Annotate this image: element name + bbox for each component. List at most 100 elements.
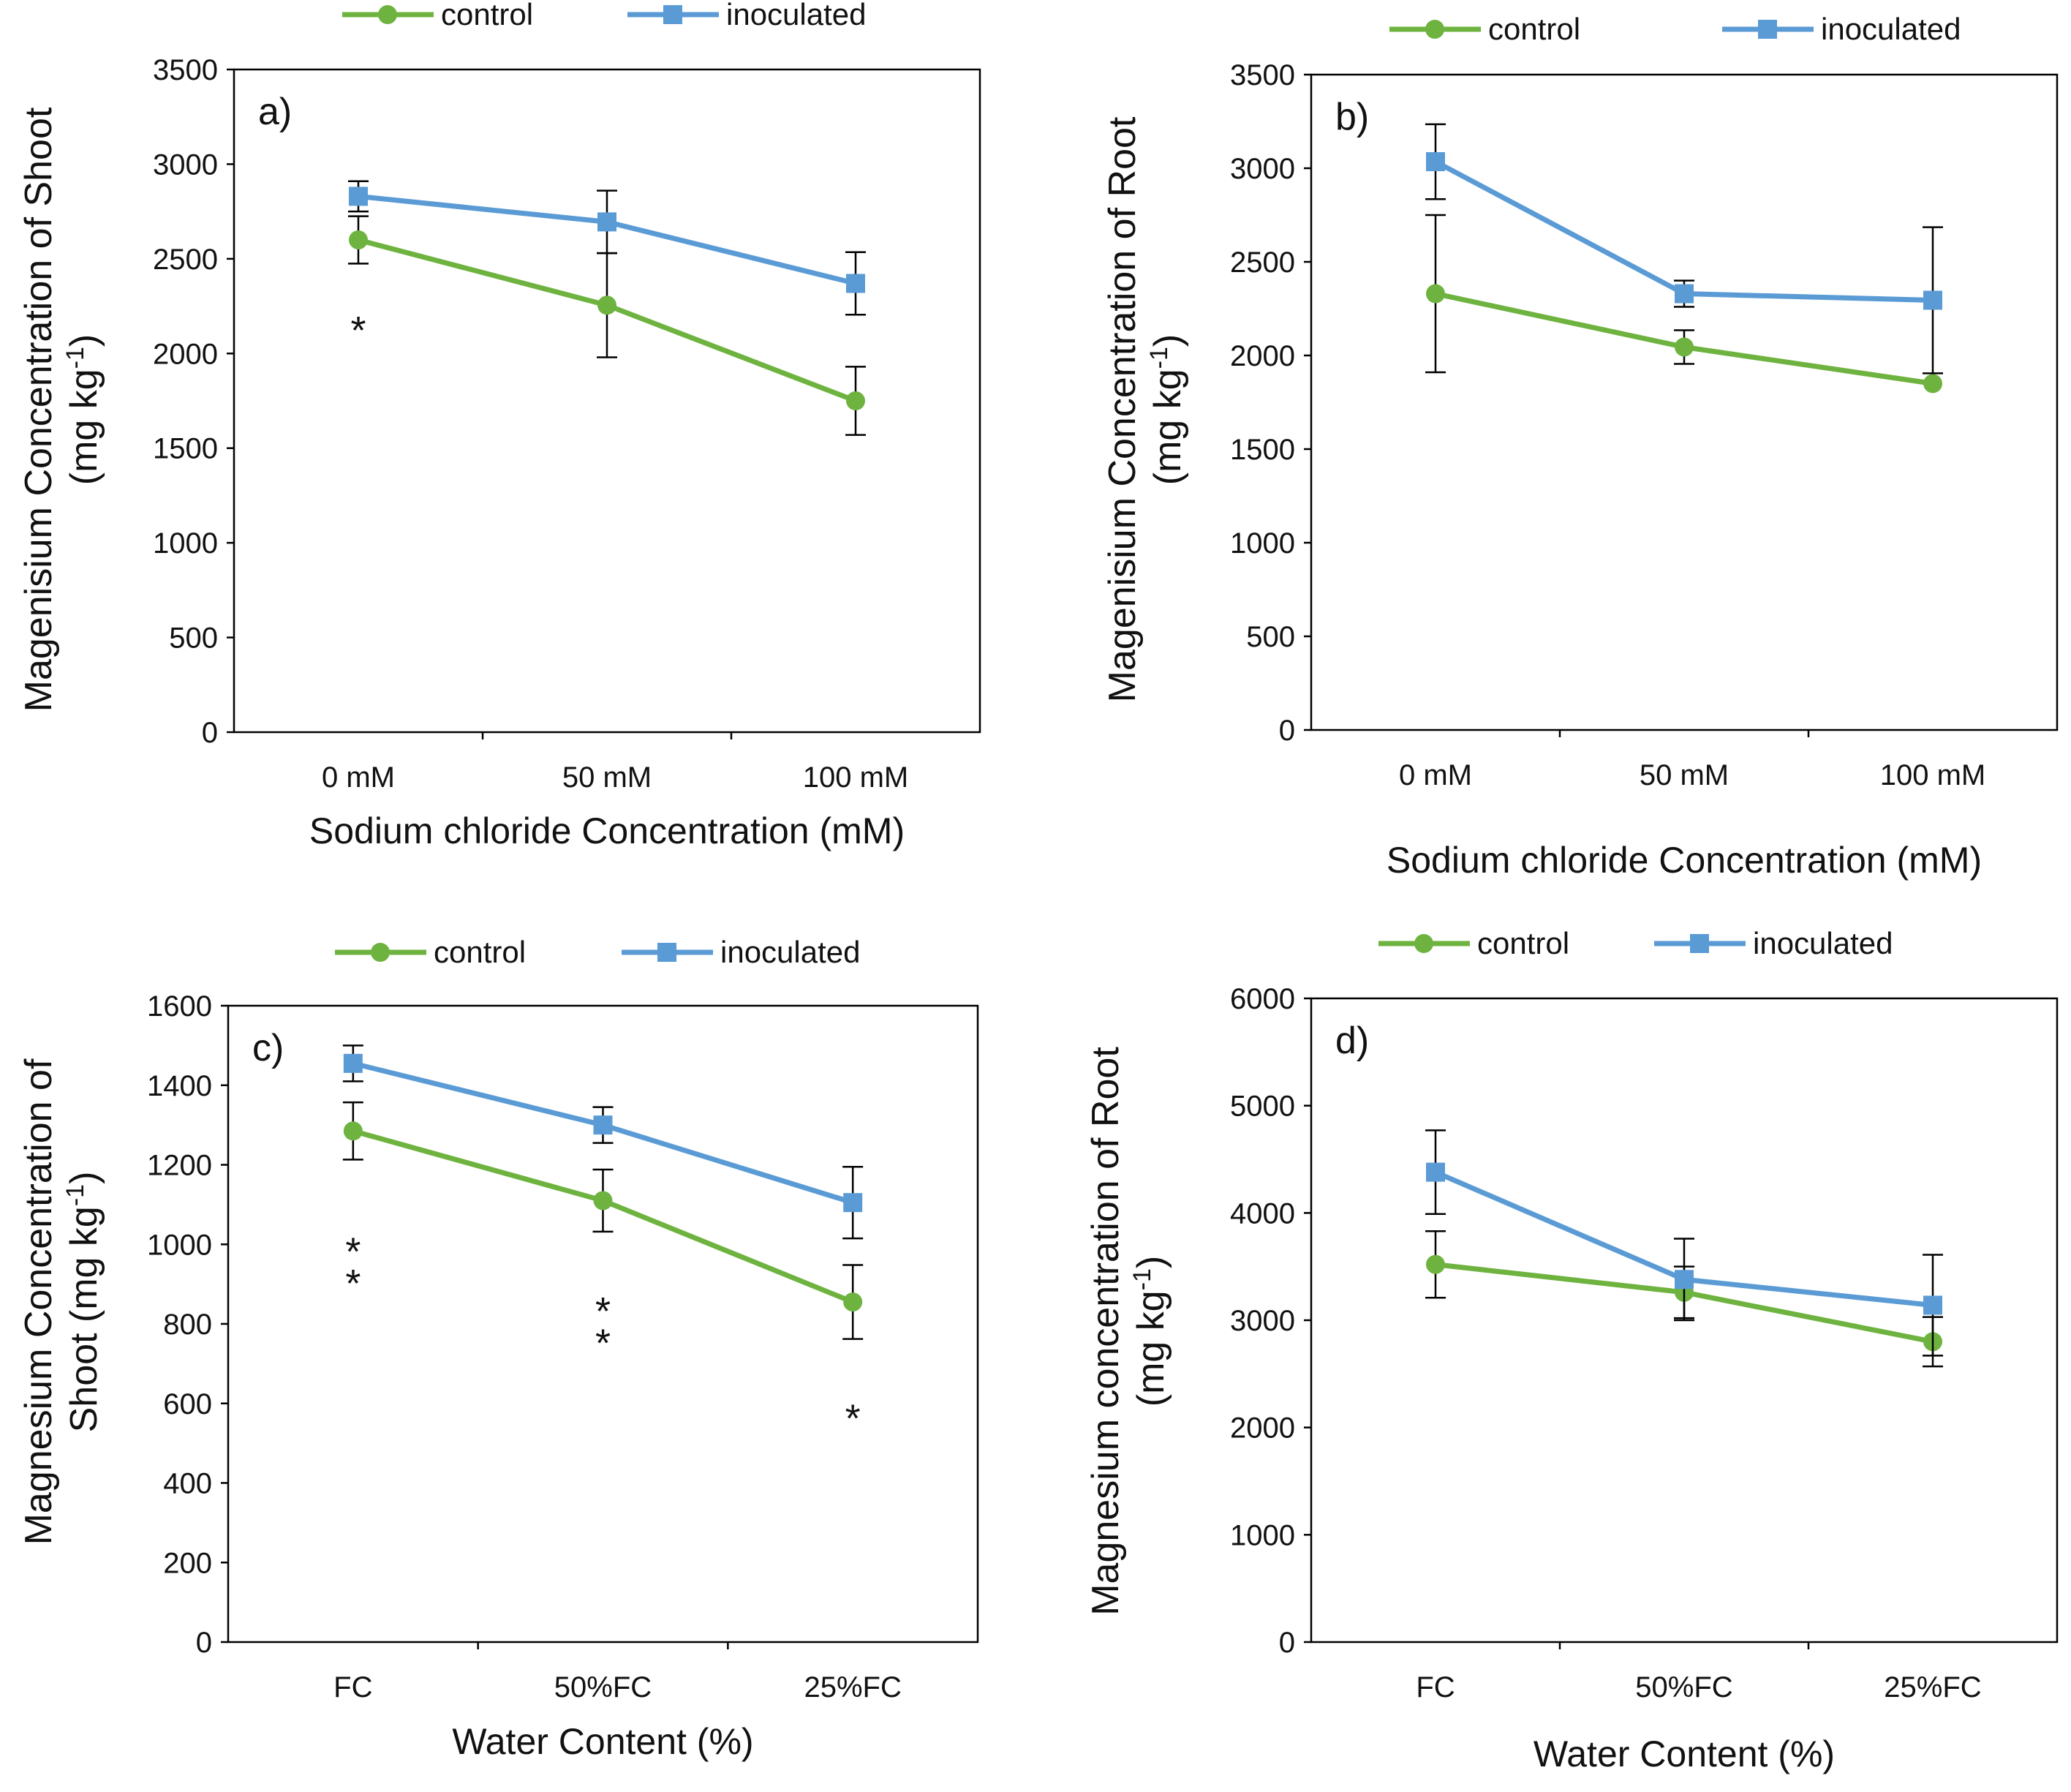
legend-label-inoculated: inoculated: [1821, 12, 1961, 46]
x-tick-label: 50 mM: [562, 761, 652, 794]
data-point-control: [1426, 284, 1445, 304]
legend: control inoculated: [342, 0, 866, 31]
data-point-inoculated: [846, 274, 865, 293]
x-tick-label: 50%FC: [554, 1671, 652, 1703]
data-point-inoculated: [1675, 284, 1694, 304]
data-point-control: [593, 1191, 613, 1211]
panel-label: d): [1335, 1020, 1369, 1062]
data-point-control: [843, 1292, 863, 1312]
data-point-inoculated: [343, 1053, 363, 1073]
legend: control inoculated: [1378, 926, 1893, 960]
y-tick-label: 0: [196, 1627, 212, 1659]
y-tick-label: 1200: [147, 1150, 212, 1182]
square-marker-icon: [663, 5, 682, 24]
circle-marker-icon: [371, 943, 390, 962]
data-point-control: [1675, 337, 1694, 357]
plot-frame: [233, 68, 981, 734]
y-tick-label: 1400: [147, 1070, 212, 1102]
legend-label-control: control: [1488, 12, 1580, 46]
y-tick-label: 6000: [1230, 983, 1295, 1015]
y-tick-label: 2000: [153, 338, 218, 370]
data-point-control: [1426, 1254, 1445, 1274]
y-axis-title: Magnesium Concentration ofShoot (mg kg-1…: [18, 1058, 105, 1545]
data-point-control: [343, 1121, 363, 1141]
y-tick-label: 4000: [1230, 1197, 1295, 1230]
x-tick-label: 50%FC: [1635, 1671, 1732, 1703]
y-tick-label: 1000: [1230, 1519, 1295, 1551]
legend-label-inoculated: inoculated: [1753, 926, 1893, 960]
significance-asterisk: *: [345, 1262, 361, 1306]
x-tick-label: 100 mM: [803, 761, 909, 794]
data-point-inoculated: [597, 212, 616, 232]
y-tick-label: 1500: [153, 433, 218, 465]
x-axis-title: Sodium chloride Concentration (mM): [309, 810, 905, 851]
significance-asterisk: *: [345, 1230, 361, 1273]
data-point-control: [846, 391, 865, 410]
data-point-inoculated: [349, 187, 368, 206]
series-inoculated: [348, 180, 866, 316]
x-tick-label: 0 mM: [322, 761, 395, 794]
data-point-inoculated: [1426, 152, 1445, 172]
chart-panel-d: 0 1000 2000 3000 4000 5000 6000 FC 50%FC 25%FC Wat…: [1084, 926, 2059, 1774]
chart-panel-c: 0 200 400 600 800 1000 1200 1400 1600 FC 50%FC 25%F…: [18, 935, 979, 1762]
series-line-inoculated: [1434, 159, 1934, 303]
circle-marker-icon: [1414, 934, 1433, 953]
x-tick-label: FC: [1416, 1671, 1455, 1703]
data-point-inoculated: [1675, 1270, 1694, 1290]
y-tick-label: 200: [163, 1547, 212, 1579]
y-tick-label: 1000: [153, 527, 218, 560]
y-axis-title: Magnesium concentration of Root(mg kg-1): [1084, 1047, 1172, 1616]
significance-asterisk: *: [845, 1397, 861, 1441]
chart-panel-a: 0 500 1000 1500 2000 2500 3000 3500 0 mM 50 mM 100…: [18, 0, 981, 851]
y-tick-label: 600: [163, 1388, 212, 1420]
plot-frame: [1310, 73, 2059, 731]
square-marker-icon: [1758, 20, 1777, 39]
significance-asterisk: *: [595, 1321, 611, 1365]
y-tick-label: 2500: [1230, 246, 1295, 279]
x-axis-title: Sodium chloride Concentration (mM): [1387, 840, 1982, 881]
y-axis-title: Magenisium Concentration of Shoot(mg kg-…: [18, 107, 105, 712]
chart-panel-b: 0 500 1000 1500 2000 2500 3000 3500 0 mM 50 mM 100…: [1101, 12, 2059, 881]
data-point-inoculated: [1923, 1295, 1942, 1315]
series-control: [342, 1101, 864, 1340]
significance-asterisk: *: [595, 1290, 611, 1333]
x-axis-title: Water Content (%): [452, 1721, 753, 1762]
y-tick-label: 2500: [153, 244, 218, 276]
y-axis-title: Magenisium Concentration of Root(mg kg-1…: [1101, 116, 1189, 702]
series-control: [348, 215, 866, 436]
x-tick-label: FC: [333, 1671, 372, 1703]
data-point-control: [349, 230, 368, 249]
legend-label-control: control: [434, 935, 526, 969]
legend-label-inoculated: inoculated: [720, 935, 860, 969]
data-point-inoculated: [593, 1115, 613, 1135]
y-tick-label: 1600: [147, 990, 212, 1023]
y-tick-label: 2000: [1230, 340, 1295, 372]
y-tick-label: 3500: [153, 54, 218, 86]
x-tick-label: 0 mM: [1399, 759, 1472, 791]
square-marker-icon: [1690, 934, 1709, 953]
circle-marker-icon: [378, 5, 397, 24]
circle-marker-icon: [1425, 20, 1444, 39]
y-tick-label: 1000: [1230, 527, 1295, 560]
legend-label-inoculated: inoculated: [726, 0, 866, 31]
y-tick-label: 400: [163, 1468, 212, 1500]
series-inoculated: [1425, 123, 1943, 374]
legend: control inoculated: [335, 935, 860, 969]
y-tick-label: 2000: [1230, 1412, 1295, 1445]
x-tick-label: 25%FC: [1884, 1671, 1981, 1703]
panel-label: c): [252, 1027, 284, 1069]
x-tick-label: 50 mM: [1640, 759, 1729, 791]
data-point-inoculated: [843, 1193, 863, 1213]
significance-asterisk: *: [350, 309, 366, 353]
x-axis-title: Water Content (%): [1534, 1733, 1835, 1774]
data-point-inoculated: [1426, 1162, 1445, 1182]
y-tick-label: 0: [202, 717, 218, 749]
series-inoculated: [1425, 1129, 1943, 1357]
y-tick-label: 5000: [1230, 1091, 1295, 1123]
legend: control inoculated: [1389, 12, 1961, 46]
data-point-control: [1923, 374, 1942, 394]
y-tick-label: 3000: [1230, 1305, 1295, 1337]
y-tick-label: 500: [169, 622, 218, 655]
x-tick-label: 25%FC: [804, 1671, 901, 1703]
y-tick-label: 0: [1279, 1627, 1295, 1659]
